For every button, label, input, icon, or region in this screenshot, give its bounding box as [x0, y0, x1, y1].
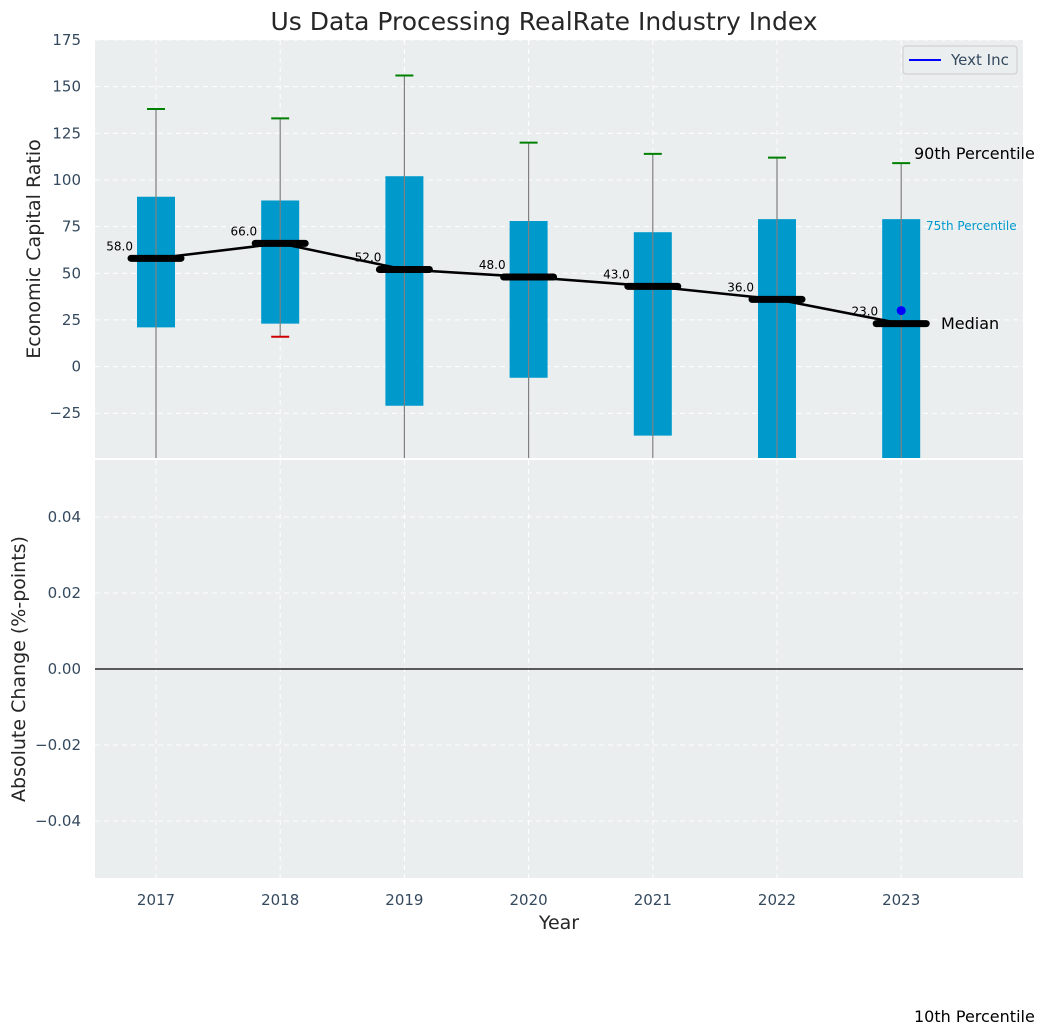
median-value-label: 43.0: [603, 267, 630, 281]
y-tick-label-top: 175: [52, 31, 81, 49]
y-tick-label-top: −25: [49, 404, 81, 422]
annotation-median: Median: [941, 314, 999, 333]
legend-label: Yext Inc: [950, 51, 1009, 69]
x-tick-label: 2021: [634, 891, 672, 909]
median-value-label: 58.0: [106, 239, 133, 253]
top-plot-area: [95, 40, 1023, 458]
legend: Yext Inc: [902, 45, 1018, 75]
y-tick-label-top: 50: [62, 264, 81, 282]
x-tick-label: 2019: [385, 891, 423, 909]
y-tick-label-top: 100: [52, 171, 81, 189]
y-axis-label-top: Economic Capital Ratio: [23, 139, 45, 358]
company-point: [896, 306, 906, 316]
legend-box: [902, 45, 1018, 75]
y-tick-label-top: 150: [52, 78, 81, 96]
x-tick-label: 2023: [882, 891, 920, 909]
x-ticks: 2017 2018 2019 2020 2021 2022 2023: [137, 891, 920, 909]
y-tick-label-bottom: −0.02: [35, 736, 81, 754]
annotation-90th-percentile: 90th Percentile: [914, 144, 1035, 163]
median-value-label: 36.0: [727, 280, 754, 294]
y-tick-label-top: 25: [62, 311, 81, 329]
chart-title: Us Data Processing RealRate Industry Ind…: [270, 7, 817, 36]
percentile-boxes: [137, 74, 921, 458]
y-tick-label-top: 125: [52, 124, 81, 142]
y-tick-label-top: 75: [62, 218, 81, 236]
y-tick-label-bottom: −0.04: [35, 812, 81, 830]
top-y-ticks: −25 0 25 50 75 100 125 150 175: [49, 31, 81, 422]
x-tick-label: 2018: [261, 891, 299, 909]
bottom-y-ticks: −0.04 −0.02 0.00 0.02 0.04: [35, 508, 81, 830]
y-tick-label-bottom: 0.00: [48, 660, 81, 678]
median-value-label: 66.0: [230, 224, 257, 238]
median-value-label: 23.0: [851, 305, 878, 319]
y-tick-label-top: 0: [71, 358, 81, 376]
y-tick-label-bottom: 0.04: [48, 508, 81, 526]
y-tick-label-bottom: 0.02: [48, 584, 81, 602]
median-value-label: 48.0: [479, 258, 506, 272]
y-axis-label-bottom: Absolute Change (%-points): [8, 536, 30, 802]
x-tick-label: 2022: [758, 891, 796, 909]
median-value-label: 52.0: [355, 251, 382, 265]
x-tick-label: 2020: [510, 891, 548, 909]
x-axis-label: Year: [538, 912, 579, 934]
company-series: [896, 306, 906, 316]
annotation-75th-percentile: 75th Percentile: [926, 219, 1017, 233]
median-series: 58.0 66.0 52.0 48.0 43.0 36.0 23.0: [106, 224, 930, 328]
annotation-10th-percentile: 10th Percentile: [914, 1007, 1035, 1026]
x-tick-label: 2017: [137, 891, 175, 909]
